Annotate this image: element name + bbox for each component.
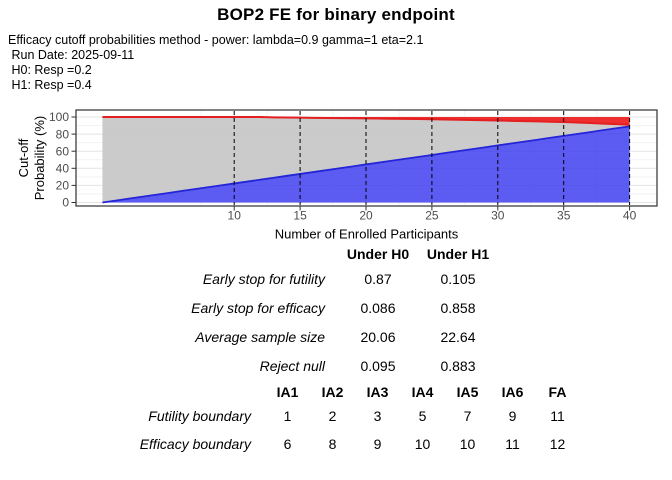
x-tick-label: 15 xyxy=(293,209,307,223)
futility-boundary-ia1: 1 xyxy=(283,408,292,424)
futility-boundary-ia3: 3 xyxy=(373,408,382,424)
boundary-header-ia4: IA4 xyxy=(411,383,434,400)
subtitle-method: Efficacy cutoff probabilities method - p… xyxy=(8,33,424,47)
oc-value-efficacy-h1: 0.858 xyxy=(440,299,476,316)
efficacy-boundary-ia2: 8 xyxy=(328,436,337,452)
oc-header-under-h1: Under H1 xyxy=(426,245,490,262)
cutoff-probability-chart: 10 15 20 25 30 35 40 0 20 40 60 80 100 Number of Enro… xyxy=(16,109,658,242)
boundary-row-label-futility: Futility boundary xyxy=(148,408,251,424)
boundary-header-spacer xyxy=(105,381,265,402)
subtitle-run-date: Run Date: 2025-09-11 xyxy=(8,48,135,62)
oc-header-under-h0: Under H0 xyxy=(346,245,410,262)
y-tick-label: 20 xyxy=(56,179,70,193)
x-axis-label: Number of Enrolled Participants xyxy=(275,227,459,242)
oc-value-futility-h1: 0.105 xyxy=(440,270,476,287)
boundary-header-ia5: IA5 xyxy=(456,383,479,400)
oc-row-label-early-stop-efficacy: Early stop for efficacy xyxy=(191,299,325,316)
x-tick-label: 25 xyxy=(425,209,439,223)
efficacy-boundary-ia4: 10 xyxy=(414,436,431,452)
futility-boundary-ia2: 2 xyxy=(328,408,337,424)
oc-header-spacer xyxy=(99,243,339,264)
x-tick-label: 40 xyxy=(623,209,637,223)
y-tick-label: 40 xyxy=(56,162,70,176)
y-axis-label-line1: Cut-off xyxy=(16,138,31,177)
y-axis-label-line2: Probability (%) xyxy=(32,116,47,201)
y-tick-label: 80 xyxy=(56,127,70,141)
y-tick-label: 60 xyxy=(56,144,70,158)
oc-row-label-average-sample-size: Average sample size xyxy=(195,328,325,345)
efficacy-boundary-fa: 12 xyxy=(549,436,566,452)
boundary-row-label-efficacy: Efficacy boundary xyxy=(139,436,251,452)
page-title: BOP2 FE for binary endpoint xyxy=(217,5,455,24)
oc-value-reject-h0: 0.095 xyxy=(360,357,396,374)
subtitle-h1: H1: Resp =0.4 xyxy=(8,78,92,92)
futility-boundary-ia4: 5 xyxy=(418,408,427,424)
oc-row-label-early-stop-futility: Early stop for futility xyxy=(202,270,325,287)
x-tick-label: 35 xyxy=(557,209,571,223)
operating-characteristics-table: Under H0 Under H1 Early stop for futilit… xyxy=(99,243,499,380)
y-tick-label: 100 xyxy=(49,110,69,124)
oc-row-label-reject-null: Reject null xyxy=(259,357,325,374)
boundary-header-fa: FA xyxy=(548,383,567,400)
efficacy-boundary-ia5: 10 xyxy=(459,436,476,452)
x-tick-label: 30 xyxy=(491,209,505,223)
boundary-header-ia3: IA3 xyxy=(366,383,389,400)
efficacy-boundary-ia1: 6 xyxy=(283,436,292,452)
boundary-header-ia6: IA6 xyxy=(501,383,524,400)
futility-cutoff-line xyxy=(102,125,630,204)
futility-boundary-fa: 11 xyxy=(550,408,565,424)
futility-boundary-ia6: 9 xyxy=(508,408,517,424)
subtitle-h0: H0: Resp =0.2 xyxy=(8,63,92,77)
futility-boundary-ia5: 7 xyxy=(463,408,472,424)
x-tick-label: 10 xyxy=(228,209,242,223)
efficacy-boundary-ia6: 11 xyxy=(505,436,520,452)
x-tick-label: 20 xyxy=(359,209,373,223)
boundary-header-ia2: IA2 xyxy=(321,383,344,400)
efficacy-boundary-ia3: 9 xyxy=(373,436,382,452)
y-tick-label: 0 xyxy=(62,196,69,210)
oc-value-reject-h1: 0.883 xyxy=(440,357,476,374)
boundary-table: IA1 IA2 IA3 IA4 IA5 IA6 FA Futility boun… xyxy=(105,381,580,458)
oc-value-futility-h0: 0.87 xyxy=(364,270,392,287)
oc-value-ass-h0: 20.06 xyxy=(360,328,396,345)
boundary-header-ia1: IA1 xyxy=(276,383,299,400)
oc-value-efficacy-h0: 0.086 xyxy=(360,299,396,316)
oc-value-ass-h1: 22.64 xyxy=(440,328,476,345)
